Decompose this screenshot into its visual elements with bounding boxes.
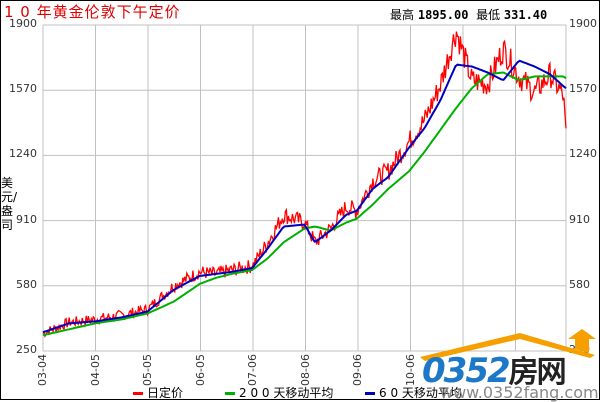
watermark-logo: 0352房网 [422, 351, 567, 391]
high-value: 1895.00 [417, 8, 469, 22]
y-tick-label-right: 1900 [569, 17, 597, 30]
y-tick-label-right: 910 [569, 212, 590, 226]
legend-swatch [133, 392, 143, 395]
legend-label: 6 0 天移动平均 [379, 386, 462, 400]
y-tick-label-right: 1240 [569, 147, 597, 161]
high-low-stats: 最高 1895.00 最低 331.40 [390, 6, 547, 23]
y-tick-label-left: 1900 [9, 17, 37, 30]
legend-item-daily: 日定价 [133, 384, 183, 401]
house-roof-icon [420, 329, 596, 361]
legend-item-ma60: 6 0 天移动平均 [365, 384, 462, 401]
watermark-url: www.0352fang.com [440, 383, 599, 402]
y-tick-label-right: 1570 [569, 82, 597, 96]
y-tick-label-left: 910 [16, 212, 37, 226]
legend-label: 2 0 0 天移动平均 [239, 386, 334, 400]
low-label: 最低 [476, 8, 501, 22]
legend-label: 日定价 [147, 386, 184, 400]
x-tick-label: 09-06 [351, 354, 364, 386]
x-tick-label: 06-05 [193, 354, 207, 386]
x-tick-label: 04-05 [88, 354, 102, 386]
watermark: 0352房网 www.0352fang.com [410, 325, 600, 402]
y-tick-label-left: 250 [16, 343, 37, 356]
chart-title: 1 0 年黄金伦敦下午定价 [4, 3, 181, 21]
y-tick-label-right: 580 [569, 277, 590, 291]
high-label: 最高 [390, 8, 415, 22]
y-tick-label-left: 580 [16, 277, 37, 291]
y-tick-label-left: 1240 [9, 147, 37, 161]
legend-item-ma200: 2 0 0 天移动平均 [225, 384, 333, 401]
low-value: 331.40 [503, 8, 548, 22]
x-tick-label: 03-04 [36, 354, 49, 386]
y-tick-label-left: 1570 [9, 82, 37, 96]
legend-swatch [365, 392, 375, 395]
legend-swatch [225, 392, 235, 395]
